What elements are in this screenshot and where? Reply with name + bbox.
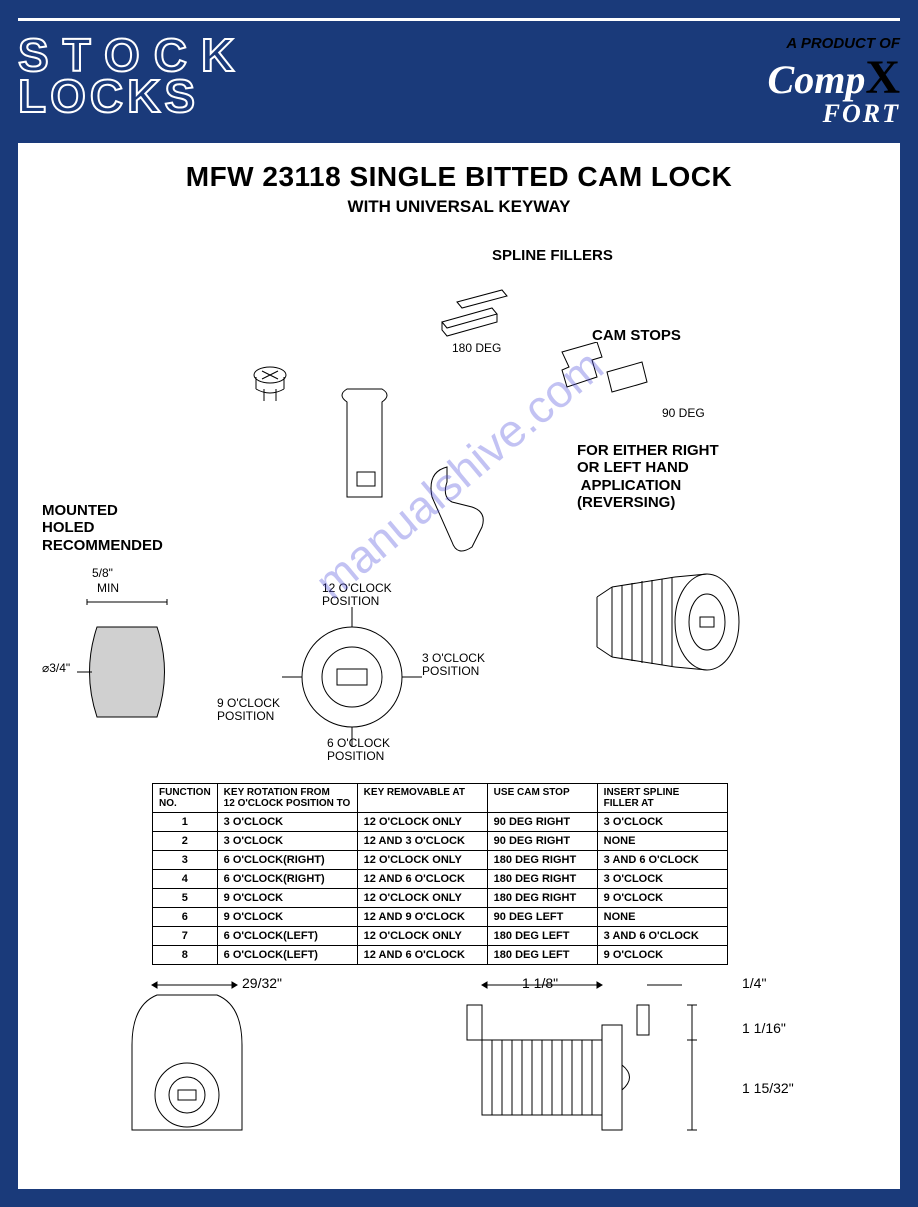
diagram-area: manualshive.com SPLINE FILLERS 180 DEG C…	[42, 247, 876, 777]
table-row: 76 O'CLOCK(LEFT)12 O'CLOCK ONLY180 DEG L…	[153, 927, 728, 946]
table-row: 59 O'CLOCK12 O'CLOCK ONLY180 DEG RIGHT9 …	[153, 889, 728, 908]
table-cell-fn: 4	[153, 870, 218, 889]
main-title: MFW 23118 SINGLE BITTED CAM LOCK	[42, 161, 876, 193]
dim-1-4: 1/4"	[742, 975, 766, 991]
table-cell-ucs: 180 DEG RIGHT	[487, 870, 597, 889]
th-key-rotation: KEY ROTATION FROM 12 O'CLOCK POSITION TO	[217, 784, 357, 813]
table-cell-kr: 6 O'CLOCK(LEFT)	[217, 946, 357, 965]
dim-1-15-32: 1 15/32"	[742, 1080, 794, 1096]
table-cell-kr: 3 O'CLOCK	[217, 832, 357, 851]
compx-text: Comp	[768, 57, 866, 102]
th-key-removable: KEY REMOVABLE AT	[357, 784, 487, 813]
table-cell-isf: 3 AND 6 O'CLOCK	[597, 927, 727, 946]
table-cell-ucs: 90 DEG RIGHT	[487, 813, 597, 832]
locks-word: LOCKS	[18, 76, 248, 117]
table-cell-krem: 12 O'CLOCK ONLY	[357, 813, 487, 832]
lock-cylinder-icon	[562, 547, 762, 697]
function-table: FUNCTION NO. KEY ROTATION FROM 12 O'CLOC…	[152, 783, 728, 965]
table-cell-fn: 8	[153, 946, 218, 965]
fort-word: FORT	[768, 99, 900, 129]
table-cell-kr: 6 O'CLOCK(RIGHT)	[217, 870, 357, 889]
table-cell-fn: 5	[153, 889, 218, 908]
mounting-hole-icon	[77, 597, 207, 747]
table-cell-krem: 12 AND 6 O'CLOCK	[357, 946, 487, 965]
table-cell-kr: 6 O'CLOCK(LEFT)	[217, 927, 357, 946]
dim-1-1-16: 1 1/16"	[742, 1020, 786, 1036]
deg90-label: 90 DEG	[662, 407, 705, 420]
table-cell-kr: 3 O'CLOCK	[217, 813, 357, 832]
compx-logo: A PRODUCT OF CompX FORT	[768, 35, 900, 129]
cam-stops-icon	[542, 342, 662, 422]
compx-word: CompX	[768, 56, 900, 99]
table-cell-ucs: 90 DEG RIGHT	[487, 832, 597, 851]
table-cell-kr: 9 O'CLOCK	[217, 889, 357, 908]
min-label: MIN	[97, 582, 119, 595]
table-cell-fn: 1	[153, 813, 218, 832]
table-cell-krem: 12 O'CLOCK ONLY	[357, 889, 487, 908]
table-cell-krem: 12 AND 3 O'CLOCK	[357, 832, 487, 851]
table-cell-ucs: 180 DEG RIGHT	[487, 889, 597, 908]
cam-plate-icon	[327, 387, 407, 517]
table-cell-fn: 2	[153, 832, 218, 851]
table-cell-krem: 12 O'CLOCK ONLY	[357, 927, 487, 946]
three-quarter-label: ⌀3/4"	[42, 662, 70, 675]
p12-label: 12 O'CLOCK POSITION	[322, 582, 392, 608]
table-cell-fn: 3	[153, 851, 218, 870]
compx-x: X	[865, 51, 900, 104]
five-eighths-label: 5/8"	[92, 567, 113, 580]
product-of-label: A PRODUCT OF	[768, 35, 900, 52]
subtitle: WITH UNIVERSAL KEYWAY	[42, 197, 876, 217]
table-row: 69 O'CLOCK12 AND 9 O'CLOCK90 DEG LEFTNON…	[153, 908, 728, 927]
screw-icon	[242, 357, 302, 412]
table-cell-krem: 12 AND 9 O'CLOCK	[357, 908, 487, 927]
table-cell-isf: 9 O'CLOCK	[597, 946, 727, 965]
table-cell-kr: 6 O'CLOCK(RIGHT)	[217, 851, 357, 870]
th-use-cam-stop: USE CAM STOP	[487, 784, 597, 813]
stocklocks-logo: STOCK LOCKS	[18, 35, 248, 118]
table-cell-krem: 12 O'CLOCK ONLY	[357, 851, 487, 870]
table-row: 23 O'CLOCK12 AND 3 O'CLOCK90 DEG RIGHTNO…	[153, 832, 728, 851]
table-row: 36 O'CLOCK(RIGHT)12 O'CLOCK ONLY180 DEG …	[153, 851, 728, 870]
table-cell-fn: 6	[153, 908, 218, 927]
table-cell-isf: 9 O'CLOCK	[597, 889, 727, 908]
th-function-no: FUNCTION NO.	[153, 784, 218, 813]
table-cell-fn: 7	[153, 927, 218, 946]
table-cell-isf: 3 O'CLOCK	[597, 870, 727, 889]
mounted-label: MOUNTED HOLED RECOMMENDED	[42, 502, 163, 554]
table-cell-ucs: 180 DEG LEFT	[487, 927, 597, 946]
deg180-label: 180 DEG	[452, 342, 501, 355]
table-header-row: FUNCTION NO. KEY ROTATION FROM 12 O'CLOC…	[153, 784, 728, 813]
table-row: 86 O'CLOCK(LEFT)12 AND 6 O'CLOCK180 DEG …	[153, 946, 728, 965]
top-rule	[18, 18, 900, 21]
reversing-label: FOR EITHER RIGHT OR LEFT HAND APPLICATIO…	[577, 442, 719, 511]
p3-label: 3 O'CLOCK POSITION	[422, 652, 485, 678]
table-cell-ucs: 90 DEG LEFT	[487, 908, 597, 927]
spline-fillers-icon	[422, 272, 542, 342]
p9-label: 9 O'CLOCK POSITION	[217, 697, 280, 723]
clock-positions-icon	[277, 607, 427, 757]
front-view-icon	[102, 975, 282, 1155]
header-row: STOCK LOCKS A PRODUCT OF CompX FORT	[18, 35, 900, 129]
table-cell-kr: 9 O'CLOCK	[217, 908, 357, 927]
table-cell-krem: 12 AND 6 O'CLOCK	[357, 870, 487, 889]
table-cell-isf: NONE	[597, 908, 727, 927]
table-cell-ucs: 180 DEG LEFT	[487, 946, 597, 965]
table-cell-isf: 3 AND 6 O'CLOCK	[597, 851, 727, 870]
table-cell-isf: NONE	[597, 832, 727, 851]
table-cell-isf: 3 O'CLOCK	[597, 813, 727, 832]
white-panel: MFW 23118 SINGLE BITTED CAM LOCK WITH UN…	[18, 143, 900, 1189]
bottom-dimensions-area: 29/32" 1 1/8" 1/4" 1 1/16" 1 15/32"	[42, 975, 876, 1165]
table-row: 46 O'CLOCK(RIGHT)12 AND 6 O'CLOCK180 DEG…	[153, 870, 728, 889]
page-outer: STOCK LOCKS A PRODUCT OF CompX FORT MFW …	[0, 0, 918, 1207]
th-insert-spline: INSERT SPLINE FILLER AT	[597, 784, 727, 813]
table-row: 13 O'CLOCK12 O'CLOCK ONLY90 DEG RIGHT3 O…	[153, 813, 728, 832]
clip-icon	[417, 457, 507, 567]
spline-fillers-label: SPLINE FILLERS	[492, 247, 613, 264]
table-cell-ucs: 180 DEG RIGHT	[487, 851, 597, 870]
side-view-icon	[432, 975, 732, 1155]
